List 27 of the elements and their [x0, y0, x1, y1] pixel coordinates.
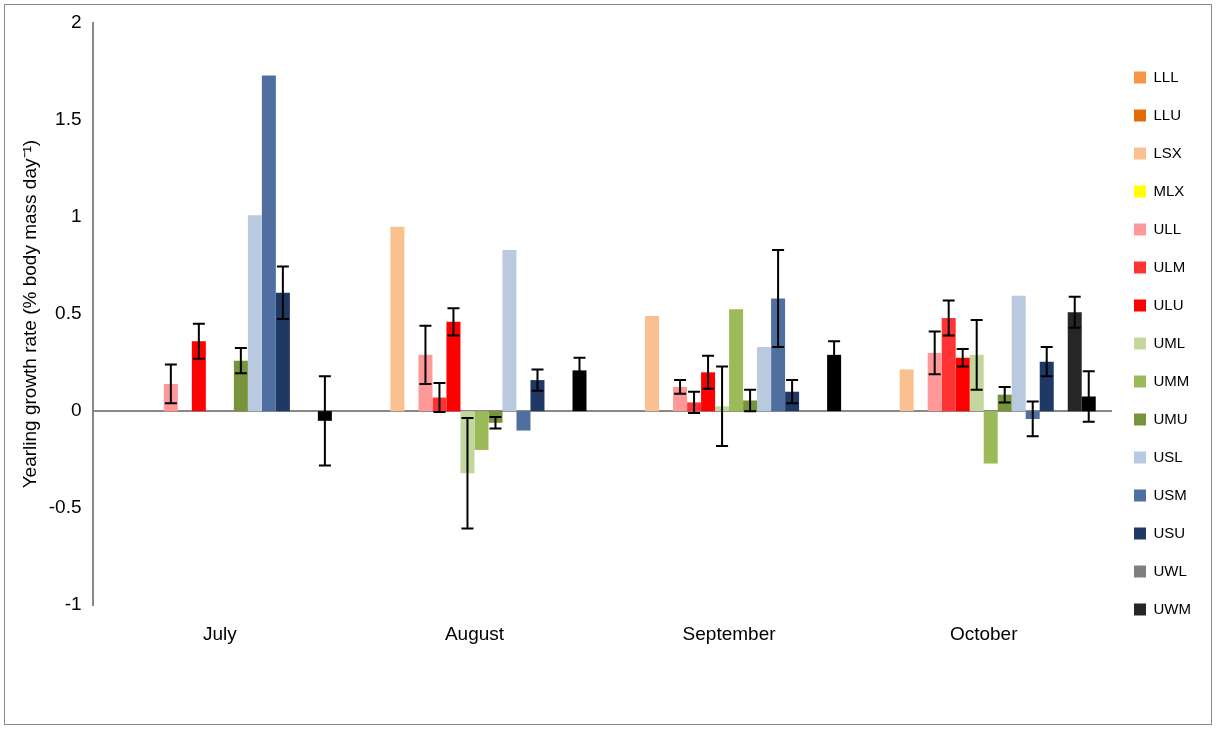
- legend-label: ULU: [1153, 295, 1184, 313]
- legend-label: USU: [1153, 523, 1186, 541]
- x-tick-label: August: [444, 622, 505, 644]
- y-tick-label: -1: [64, 593, 82, 615]
- legend-label: ULM: [1153, 257, 1186, 275]
- legend-label: LLL: [1153, 67, 1179, 85]
- y-tick-label: 1.5: [55, 108, 82, 130]
- y-tick-label: 0: [70, 399, 82, 421]
- legend-label: MLX: [1153, 181, 1185, 199]
- y-tick-label: -0.5: [48, 496, 82, 518]
- legend-label: UML: [1153, 333, 1186, 351]
- legend-label: UMU: [1153, 409, 1188, 427]
- legend-label: ULL: [1153, 219, 1182, 237]
- y-tick-label: 0.5: [55, 302, 82, 324]
- legend-label: UWM: [1153, 599, 1192, 617]
- x-tick-label: July: [202, 622, 238, 644]
- legend-label: LLU: [1153, 105, 1182, 123]
- x-tick-label: October: [949, 622, 1019, 644]
- y-tick-label: 2: [70, 11, 82, 33]
- legend-label: UMM: [1153, 371, 1190, 389]
- legend-label: USM: [1153, 485, 1187, 503]
- y-axis-title: Yearling growth rate (% body mass day⁻¹): [18, 139, 40, 489]
- y-tick-label: 1: [70, 205, 82, 227]
- legend-label: LSX: [1153, 143, 1182, 161]
- legend-label: USL: [1153, 447, 1183, 465]
- legend-label: UWL: [1153, 561, 1187, 579]
- x-tick-label: September: [682, 622, 777, 644]
